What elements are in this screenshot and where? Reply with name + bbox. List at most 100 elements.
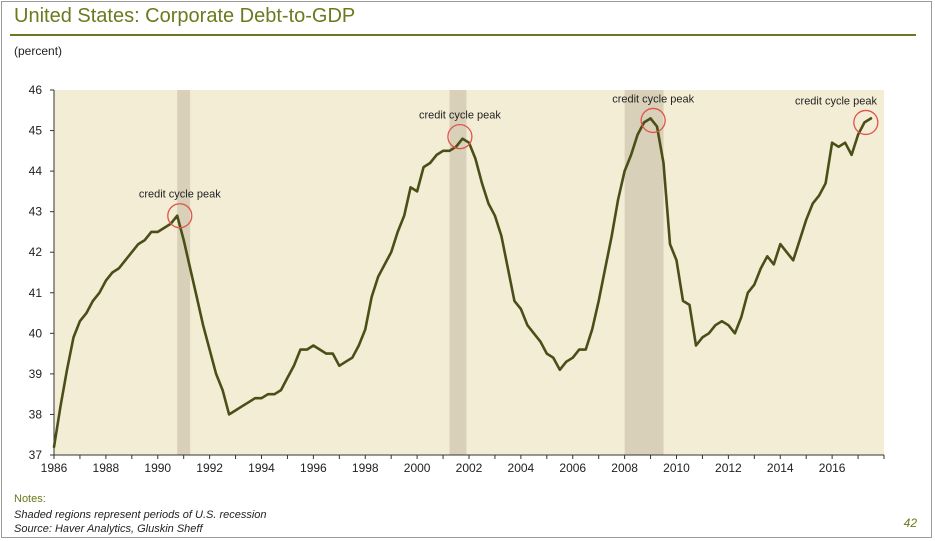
data-point <box>721 320 723 322</box>
data-point <box>779 243 782 245</box>
data-point <box>442 150 444 152</box>
data-point <box>364 328 367 331</box>
data-point <box>656 125 658 128</box>
y-tick-label-38: 38 <box>29 407 43 421</box>
data-point <box>675 259 678 262</box>
data-point <box>66 369 68 371</box>
data-point <box>241 405 243 408</box>
data-point <box>332 352 334 355</box>
data-point <box>448 150 451 152</box>
data-point <box>234 409 237 412</box>
x-tick-label-2010: 2010 <box>663 461 690 475</box>
data-point <box>131 251 133 254</box>
peak-label-2: credit cycle peak <box>612 93 694 105</box>
y-tick-label-42: 42 <box>29 245 43 259</box>
x-tick-label-2014: 2014 <box>767 461 794 475</box>
data-point <box>370 296 373 298</box>
x-tick-label-2004: 2004 <box>508 461 535 475</box>
data-point <box>202 324 204 327</box>
data-point <box>228 413 230 416</box>
data-point <box>597 300 600 302</box>
data-point <box>688 304 691 306</box>
data-point <box>156 231 159 233</box>
peak-label-3: credit cycle peak <box>795 95 877 107</box>
title-divider <box>10 34 916 36</box>
data-point <box>215 373 217 375</box>
data-point <box>558 369 561 371</box>
data-point <box>390 251 392 254</box>
peak-circle-1 <box>447 123 473 150</box>
data-point <box>630 154 632 156</box>
data-point <box>163 227 166 229</box>
data-point <box>682 300 684 302</box>
data-point <box>182 239 185 241</box>
data-point <box>578 348 581 351</box>
data-point <box>403 214 405 217</box>
data-point <box>280 389 282 391</box>
data-point <box>325 352 328 355</box>
x-tick-label-2016: 2016 <box>819 461 846 475</box>
x-tick-label-2012: 2012 <box>715 461 742 475</box>
data-point <box>546 352 548 355</box>
data-point <box>293 364 295 367</box>
data-point <box>610 235 613 237</box>
x-tick-label-1988: 1988 <box>93 461 120 475</box>
data-point <box>111 271 114 274</box>
data-point <box>312 344 315 347</box>
data-point <box>79 320 81 322</box>
recession-band-0 <box>177 90 191 455</box>
data-point <box>507 267 509 270</box>
data-point <box>53 446 55 448</box>
data-point <box>772 263 775 266</box>
data-point <box>351 356 354 359</box>
data-point <box>105 279 107 282</box>
data-point <box>785 251 788 254</box>
data-point <box>137 243 140 245</box>
data-point <box>455 145 457 148</box>
data-point <box>565 360 568 363</box>
x-tick-label-1986: 1986 <box>41 461 68 475</box>
data-point <box>643 121 645 124</box>
peak-label-0: credit cycle peak <box>139 189 221 201</box>
data-point <box>344 360 347 363</box>
data-point <box>747 291 749 294</box>
notes-heading: Notes: <box>14 493 46 505</box>
data-point <box>150 231 153 233</box>
data-point <box>377 275 380 278</box>
recession-band-1 <box>449 90 467 455</box>
data-point <box>844 141 846 144</box>
data-point <box>429 162 431 164</box>
data-point <box>759 267 762 270</box>
data-point <box>461 137 464 140</box>
data-point <box>824 182 827 185</box>
data-point <box>857 133 859 136</box>
data-point <box>85 312 88 314</box>
data-point <box>669 243 671 245</box>
data-point <box>396 231 399 233</box>
data-point <box>811 202 814 205</box>
recession-band-2 <box>624 90 664 455</box>
y-tick-label-40: 40 <box>29 326 43 340</box>
data-point <box>513 300 516 302</box>
note-recession: Shaded regions represent periods of U.S.… <box>14 509 267 521</box>
data-point <box>474 158 477 160</box>
x-tick-label-2000: 2000 <box>404 461 431 475</box>
data-point <box>273 393 276 395</box>
data-point <box>662 162 665 164</box>
x-tick-label-1994: 1994 <box>248 461 275 475</box>
data-point <box>208 348 211 351</box>
page-number: 42 <box>903 516 917 530</box>
data-point <box>306 348 308 351</box>
y-tick-label-39: 39 <box>29 367 43 381</box>
y-tick-label-37: 37 <box>29 448 43 462</box>
data-point <box>383 263 386 266</box>
data-point <box>734 332 736 335</box>
data-point <box>584 348 587 351</box>
data-point <box>617 198 619 201</box>
y-tick-label-43: 43 <box>29 205 43 219</box>
data-point <box>189 267 191 270</box>
peak-label-1: credit cycle peak <box>419 110 501 122</box>
data-point <box>708 332 710 335</box>
